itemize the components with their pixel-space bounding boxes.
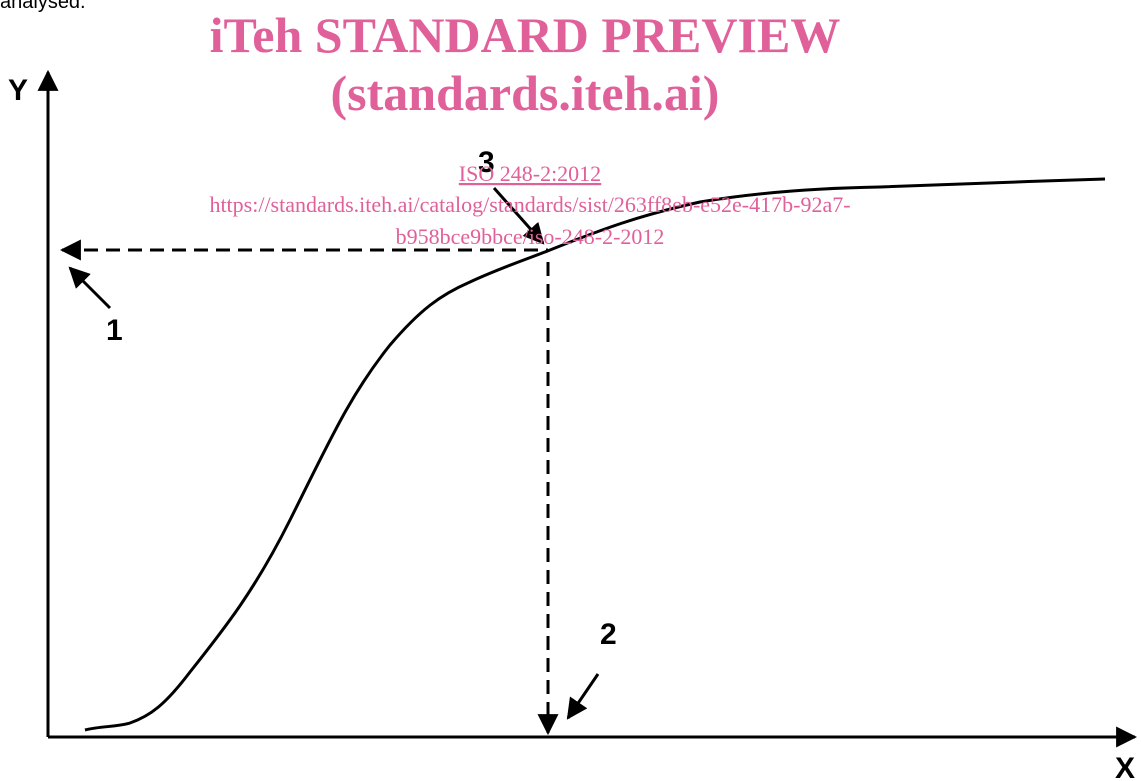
watermark-title: iTeh STANDARD PREVIEW	[210, 7, 841, 63]
watermark-url: https://standards.iteh.ai/catalog/standa…	[209, 192, 850, 217]
watermark-url: b958bce9bbce/iso-248-2-2012	[396, 224, 665, 249]
callout-arrow	[68, 266, 112, 310]
callout-arrow	[492, 187, 545, 245]
x-axis-label: X	[1115, 752, 1135, 781]
watermark-standard: ISO 248-2:2012	[459, 161, 601, 186]
callout-label: 1	[106, 314, 123, 347]
watermark-site: (standards.iteh.ai)	[331, 65, 720, 121]
callout-label: 2	[600, 618, 617, 651]
callout-label: 3	[478, 146, 495, 179]
callout-arrow	[566, 673, 600, 720]
header-fragment: analysed.	[0, 0, 86, 13]
y-axis-label: Y	[8, 74, 28, 107]
curve	[84, 177, 1106, 732]
